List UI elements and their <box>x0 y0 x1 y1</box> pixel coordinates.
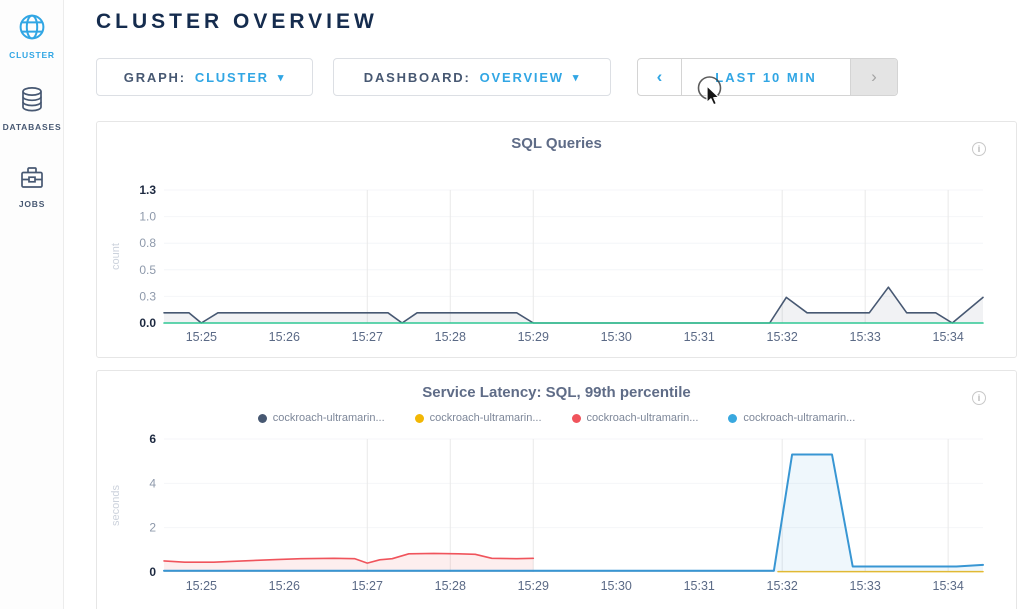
service-latency-panel: Service Latency: SQL, 99th percentile i … <box>96 370 1017 609</box>
service-latency-chart: 6 4 2 0 15:25 15:26 15:27 15:28 15:29 15:30 15:31 1… <box>110 432 984 593</box>
dashboard-dropdown-label: DASHBOARD: <box>363 69 471 85</box>
svg-text:15:27: 15:27 <box>352 579 383 593</box>
briefcase-icon <box>19 166 45 195</box>
svg-text:0.0: 0.0 <box>139 316 156 330</box>
databases-icon <box>19 86 45 118</box>
info-icon[interactable]: i <box>972 391 986 405</box>
sidebar-item-jobs[interactable]: JOBS <box>0 166 64 209</box>
svg-text:0.3: 0.3 <box>139 289 156 303</box>
svg-text:15:33: 15:33 <box>850 579 881 593</box>
svg-text:1.3: 1.3 <box>139 183 156 197</box>
legend-item[interactable]: cockroach-ultramarin... <box>728 412 855 424</box>
chevron-down-icon: ▾ <box>277 71 286 84</box>
info-icon[interactable]: i <box>972 142 986 156</box>
svg-text:15:25: 15:25 <box>186 330 217 344</box>
legend-dot-icon <box>728 413 738 423</box>
svg-text:15:34: 15:34 <box>933 579 964 593</box>
chart-title: SQL Queries <box>511 135 602 152</box>
legend-dot-icon <box>257 413 267 423</box>
page-title: CLUSTER OVERVIEW <box>96 10 378 33</box>
time-range-label[interactable]: LAST 10 MIN <box>715 69 817 85</box>
svg-text:0.5: 0.5 <box>139 263 156 277</box>
svg-text:15:28: 15:28 <box>435 579 466 593</box>
legend-item[interactable]: cockroach-ultramarin... <box>257 412 385 424</box>
svg-text:15:29: 15:29 <box>518 579 549 593</box>
svg-text:seconds: seconds <box>110 485 122 526</box>
legend-dot-icon <box>414 413 424 423</box>
graph-dropdown-label: GRAPH: <box>123 69 186 85</box>
svg-text:1.0: 1.0 <box>139 210 156 224</box>
time-range-prev-button[interactable]: ‹ <box>638 59 682 95</box>
svg-text:15:31: 15:31 <box>684 579 715 593</box>
sql-queries-panel: SQL Queries i 1.3 1.0 0.8 0.5 0.3 0.0 15:25 15:… <box>96 121 1017 358</box>
dashboard-dropdown[interactable]: DASHBOARD: OVERVIEW ▾ <box>333 58 611 96</box>
svg-text:15:31: 15:31 <box>684 330 715 344</box>
sidebar-item-label: JOBS <box>18 199 46 209</box>
svg-text:0.8: 0.8 <box>139 236 156 250</box>
legend-label: cockroach-ultramarin... <box>743 412 856 424</box>
svg-text:15:30: 15:30 <box>601 330 632 344</box>
dashboard-dropdown-value: OVERVIEW <box>479 69 564 85</box>
sql-queries-chart: 1.3 1.0 0.8 0.5 0.3 0.0 15:25 15:26 15:27 15:28 15… <box>110 183 984 344</box>
chevron-down-icon: ▾ <box>572 71 581 84</box>
time-range-selector: ‹ LAST 10 MIN › <box>637 58 898 96</box>
svg-text:15:26: 15:26 <box>269 579 300 593</box>
svg-text:2: 2 <box>149 521 156 535</box>
sidebar-item-databases[interactable]: DATABASES <box>0 86 64 132</box>
svg-text:6: 6 <box>149 432 156 446</box>
graph-dropdown-value: CLUSTER <box>194 69 269 85</box>
legend-label: cockroach-ultramarin... <box>429 412 542 424</box>
svg-text:0: 0 <box>149 565 156 579</box>
legend-item[interactable]: cockroach-ultramarin... <box>571 412 699 424</box>
svg-text:15:32: 15:32 <box>767 579 798 593</box>
svg-text:15:27: 15:27 <box>352 330 383 344</box>
legend-label: cockroach-ultramarin... <box>272 412 385 424</box>
svg-text:15:29: 15:29 <box>518 330 549 344</box>
svg-text:15:30: 15:30 <box>601 579 632 593</box>
svg-text:4: 4 <box>149 476 156 490</box>
svg-text:15:33: 15:33 <box>850 330 881 344</box>
svg-text:15:34: 15:34 <box>933 330 964 344</box>
svg-text:15:28: 15:28 <box>435 330 466 344</box>
svg-text:15:26: 15:26 <box>269 330 300 344</box>
legend-item[interactable]: cockroach-ultramarin... <box>414 412 542 424</box>
globe-icon <box>18 13 46 46</box>
legend-label: cockroach-ultramarin... <box>586 412 699 424</box>
svg-text:15:25: 15:25 <box>186 579 217 593</box>
graph-dropdown[interactable]: GRAPH: CLUSTER ▾ <box>96 58 313 96</box>
chart-legend: cockroach-ultramarin... cockroach-ultrama… <box>97 412 1016 424</box>
svg-text:15:32: 15:32 <box>767 330 798 344</box>
sidebar-item-cluster[interactable]: CLUSTER <box>0 13 64 60</box>
svg-text:count: count <box>110 243 122 270</box>
sidebar-item-label: DATABASES <box>2 122 62 132</box>
chart-title: Service Latency: SQL, 99th percentile <box>422 384 691 401</box>
time-range-next-button-disabled[interactable]: › <box>850 59 897 95</box>
sidebar: CLUSTER DATABASES JOBS <box>0 0 64 609</box>
sidebar-item-label: CLUSTER <box>9 50 55 60</box>
legend-dot-icon <box>571 413 581 423</box>
